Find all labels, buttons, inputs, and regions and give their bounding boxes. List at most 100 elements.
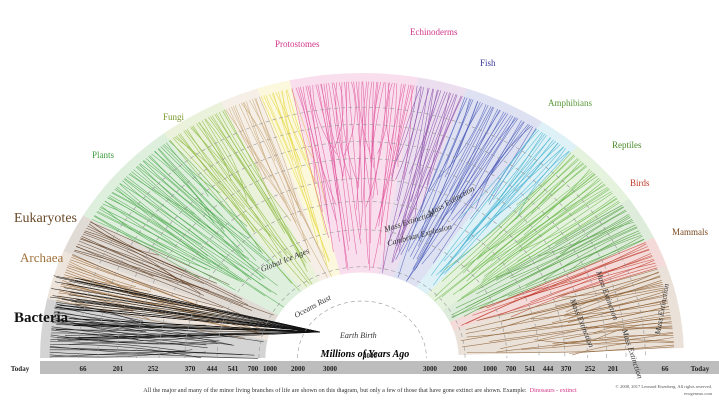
- branch: [519, 195, 616, 252]
- branch: [450, 114, 512, 214]
- branch: [465, 287, 665, 331]
- branch: [69, 261, 136, 287]
- tick-label: 541: [525, 365, 536, 373]
- branch: [441, 154, 575, 282]
- copyright: © 2008, 2017 Leonard Eisenberg. All righ…: [615, 384, 712, 390]
- branch: [174, 136, 228, 182]
- time-arc: [136, 158, 588, 359]
- branch: [65, 331, 321, 336]
- tick-label: 370: [185, 365, 196, 373]
- group-label: Reptiles: [612, 140, 642, 150]
- branch: [196, 123, 313, 285]
- tick-label: 252: [148, 365, 159, 373]
- branch: [556, 210, 627, 260]
- branch: [73, 250, 252, 320]
- branch: [516, 197, 617, 262]
- branch: [444, 102, 481, 178]
- branch: [223, 109, 306, 267]
- branch: [391, 85, 415, 176]
- branch: [530, 262, 656, 303]
- branch: [333, 82, 343, 151]
- branch: [83, 231, 249, 306]
- branch: [408, 90, 442, 174]
- branch: [298, 87, 323, 212]
- branch: [443, 144, 561, 262]
- branch: [356, 81, 367, 210]
- branch: [496, 332, 674, 353]
- branch: [488, 201, 621, 281]
- branch: [56, 277, 321, 333]
- branch: [508, 235, 643, 297]
- branch: [51, 329, 208, 349]
- branch: [124, 178, 266, 279]
- branch: [398, 87, 429, 217]
- branch: [63, 276, 151, 292]
- branch: [90, 221, 187, 272]
- branch: [502, 285, 664, 322]
- branch: [368, 81, 373, 168]
- branch: [183, 130, 278, 259]
- branch: [291, 88, 326, 203]
- branch: [478, 206, 624, 290]
- branch: [55, 320, 321, 333]
- branch: [451, 224, 636, 319]
- branch: [372, 82, 390, 199]
- branch: [347, 81, 361, 228]
- branch: [516, 155, 576, 206]
- tick-label: 66: [662, 365, 670, 373]
- branch: [104, 200, 243, 283]
- branch: [465, 295, 667, 334]
- branch: [278, 91, 316, 226]
- branch: [68, 331, 321, 340]
- branch: [142, 160, 229, 231]
- branch: [72, 254, 224, 309]
- branch: [282, 90, 301, 161]
- branch: [386, 82, 393, 151]
- branch: [370, 82, 385, 159]
- branch: [233, 105, 270, 196]
- branch: [133, 169, 206, 228]
- branch: [382, 84, 412, 271]
- branch: [510, 265, 657, 318]
- branch: [263, 95, 319, 245]
- tick-label: 444: [207, 365, 218, 373]
- branch: [307, 85, 340, 242]
- branch: [531, 309, 670, 329]
- branch: [210, 116, 301, 254]
- branch: [108, 196, 266, 297]
- branch: [568, 289, 665, 319]
- branch: [69, 292, 321, 333]
- branch: [56, 302, 154, 329]
- branch: [396, 95, 462, 252]
- tick-label: 444: [543, 365, 554, 373]
- branch: [234, 105, 267, 180]
- branch: [178, 134, 271, 237]
- branch: [470, 118, 519, 197]
- branch: [463, 232, 641, 317]
- branch: [397, 84, 406, 167]
- group-label: Mammals: [672, 227, 708, 237]
- branch: [154, 150, 257, 262]
- branch: [396, 86, 425, 202]
- tick-label: 3000: [423, 365, 438, 373]
- branch: [440, 134, 547, 273]
- branch: [91, 218, 236, 291]
- branch: [555, 271, 659, 307]
- branch: [494, 148, 566, 217]
- branch: [204, 118, 256, 204]
- branch: [561, 275, 661, 298]
- branch: [471, 165, 587, 272]
- branch: [559, 221, 635, 255]
- branch: [331, 82, 357, 255]
- branch: [430, 131, 543, 276]
- branch: [459, 137, 552, 250]
- branch: [169, 139, 300, 291]
- branch: [521, 332, 674, 350]
- branch: [420, 96, 463, 213]
- group-label: Eukaryotes: [14, 211, 77, 226]
- branch: [179, 133, 256, 233]
- branch: [76, 245, 189, 286]
- branch: [77, 243, 154, 277]
- branch: [89, 221, 230, 286]
